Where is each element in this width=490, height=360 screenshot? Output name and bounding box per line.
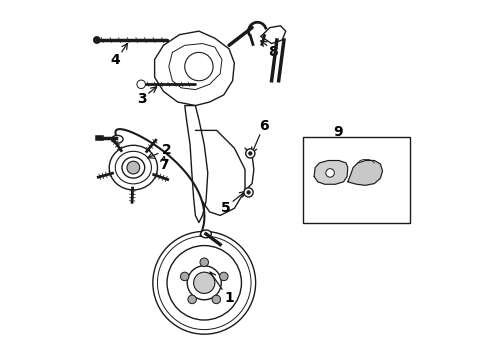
Circle shape (247, 191, 250, 194)
Ellipse shape (201, 230, 211, 238)
Polygon shape (155, 31, 234, 105)
Circle shape (326, 168, 334, 177)
Circle shape (188, 295, 196, 304)
Text: 3: 3 (137, 92, 147, 106)
Text: 7: 7 (159, 158, 169, 172)
Circle shape (200, 258, 208, 266)
Text: 8: 8 (268, 45, 277, 59)
Polygon shape (314, 161, 348, 184)
Text: 4: 4 (111, 53, 121, 67)
Circle shape (153, 231, 256, 334)
Circle shape (248, 152, 252, 155)
Polygon shape (261, 26, 286, 44)
Text: 1: 1 (224, 291, 234, 305)
Text: 9: 9 (333, 125, 343, 139)
Circle shape (127, 161, 140, 174)
Circle shape (212, 295, 220, 304)
Text: 2: 2 (161, 143, 171, 157)
Text: 5: 5 (221, 201, 231, 215)
Text: 6: 6 (259, 119, 269, 133)
Circle shape (220, 272, 228, 281)
Circle shape (187, 266, 221, 300)
Polygon shape (348, 161, 383, 185)
Circle shape (244, 188, 253, 197)
Circle shape (180, 272, 189, 281)
Circle shape (245, 149, 255, 158)
Polygon shape (185, 105, 208, 222)
Circle shape (137, 80, 146, 89)
Circle shape (194, 272, 215, 293)
Bar (303, 138, 410, 222)
Ellipse shape (112, 135, 123, 143)
Circle shape (93, 36, 100, 44)
Ellipse shape (109, 145, 157, 190)
